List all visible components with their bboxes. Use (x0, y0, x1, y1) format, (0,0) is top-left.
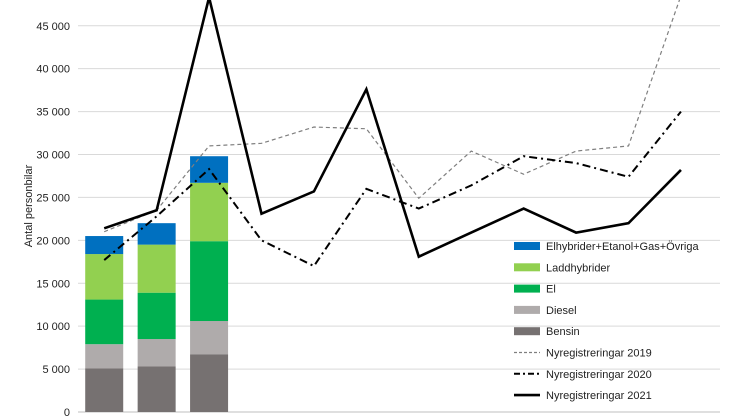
legend-swatch (514, 284, 540, 293)
legend-swatch (514, 242, 540, 250)
legend: Elhybrider+Etanol+Gas+Övriga Laddhybrider… (514, 241, 699, 402)
y-axis: 0 5 000 10 000 15 000 20 000 25 000 30 000 35 0… (36, 21, 720, 419)
legend-label: Elhybrider+Etanol+Gas+Övriga (546, 241, 699, 253)
y-axis-title: Antal personbilar (23, 164, 35, 247)
y-tick-label: 45 000 (36, 21, 70, 33)
legend-label: El (546, 284, 556, 296)
bar-segment (137, 244, 176, 293)
bar-segment (137, 292, 176, 340)
y-tick-label: 10 000 (36, 321, 70, 333)
bar-segment (190, 241, 229, 322)
legend-label: Nyregistreringar 2020 (546, 369, 652, 381)
bar-segment (190, 354, 229, 412)
y-tick-label: 5 000 (42, 364, 70, 376)
legend-label: Nyregistreringar 2021 (546, 390, 652, 402)
bar-segment (190, 321, 229, 355)
series-line (103, 0, 682, 259)
y-tick-label: 0 (64, 407, 70, 419)
y-tick-label: 30 000 (36, 150, 70, 162)
legend-label: Laddhybrider (546, 262, 611, 274)
legend-swatch (514, 305, 540, 314)
bar-segment (85, 236, 124, 255)
bar-segment (85, 299, 124, 345)
bar-segment (85, 368, 124, 412)
bar-segment (137, 366, 176, 412)
bar-segment (137, 339, 176, 367)
y-tick-label: 40 000 (36, 64, 70, 76)
bar-segment (137, 223, 176, 245)
legend-swatch (514, 263, 540, 272)
line-series (103, 0, 682, 268)
y-tick-label: 20 000 (36, 235, 70, 247)
stacked-bars (85, 156, 229, 412)
legend-swatch (514, 327, 540, 336)
y-tick-label: 15 000 (36, 278, 70, 290)
y-tick-label: 35 000 (36, 107, 70, 119)
legend-label: Diesel (546, 305, 577, 317)
y-tick-label: 25 000 (36, 192, 70, 204)
bar-segment (190, 182, 229, 242)
legend-label: Nyregistreringar 2019 (546, 348, 652, 360)
series-line (103, 0, 681, 233)
bar-segment (85, 344, 124, 369)
legend-label: Bensin (546, 326, 580, 338)
series-line (103, 110, 682, 268)
bar-segment (85, 254, 124, 300)
